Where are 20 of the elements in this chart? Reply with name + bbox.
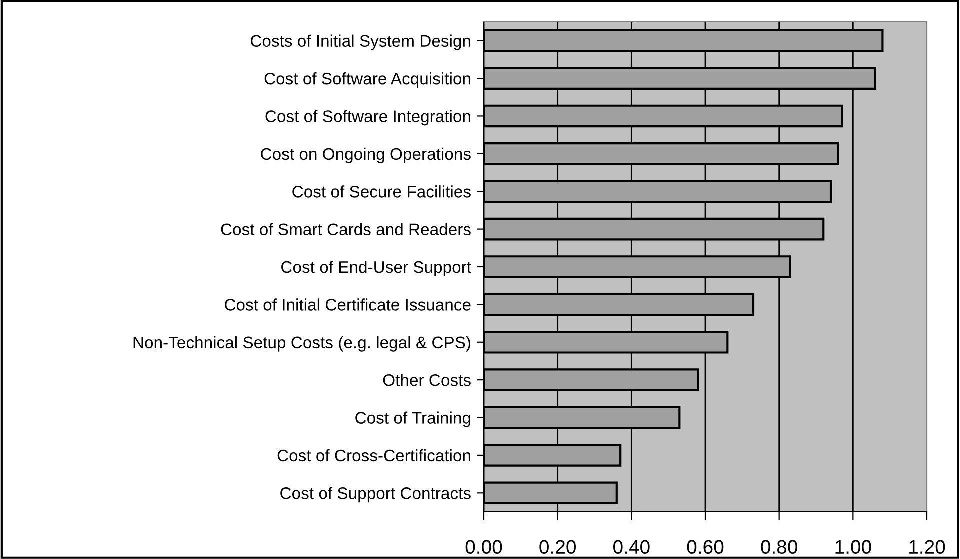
x-tick-label: 1.00 (836, 540, 872, 554)
y-tick-label: Non-Technical Setup Costs (e.g. legal & CPS) (134, 336, 470, 352)
y-tick-label: Cost of Secure Facilities (292, 186, 471, 198)
x-tick-label: 0.60 (687, 540, 724, 554)
x-tick-label: 1.20 (910, 540, 946, 554)
y-tick-label: Costs of Initial System Design (250, 34, 470, 50)
x-tick-label: 0.40 (614, 540, 650, 554)
x-tick-label: 0.20 (540, 540, 576, 554)
x-tick-label: 0.00 (466, 540, 502, 554)
y-tick-label: Cost of Initial Certificate Issuance (225, 298, 471, 311)
y-tick-label: Other Costs (383, 374, 471, 386)
x-tick-label: 0.80 (761, 540, 798, 554)
y-tick-label: Cost of Smart Cards and Readers (221, 223, 471, 236)
y-tick-label: Cost of End-User Support (282, 260, 472, 276)
y-tick-label: Cost of Training (356, 412, 470, 428)
y-tick-label: Cost of Cross-Certification (278, 449, 470, 462)
y-tick-label: Cost of Software Integration (266, 110, 470, 126)
y-tick-label: Cost on Ongoing Operations (261, 148, 471, 164)
y-tick-label: Cost of Support Contracts (280, 487, 471, 503)
y-tick-label: Cost of Software Acquisition (264, 72, 470, 88)
